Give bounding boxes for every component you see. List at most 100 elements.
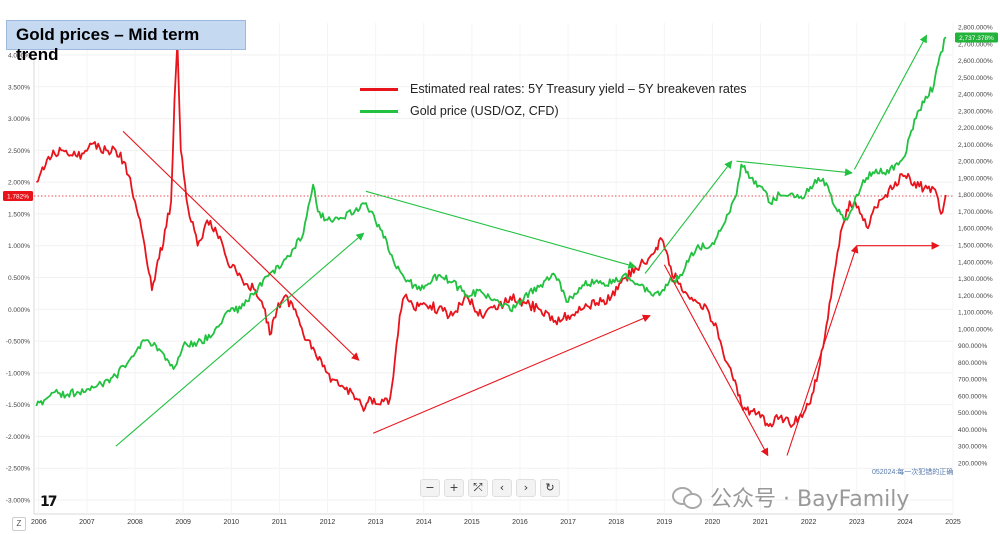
x-tick-label: 2020 — [705, 519, 721, 526]
x-tick-label: 2024 — [897, 519, 913, 526]
chart-title: Gold prices – Mid term trend — [16, 25, 200, 64]
series-line-gold — [35, 36, 947, 407]
right-tick-label: 1,000.000% — [958, 326, 993, 333]
legend-label: Gold price (USD/OZ, CFD) — [410, 104, 559, 118]
right-current-badge — [955, 32, 998, 43]
x-tick-label: 2025 — [945, 519, 961, 526]
x-tick-label: 2016 — [512, 519, 528, 526]
x-tick-label: 2009 — [175, 519, 191, 526]
series-lines — [35, 36, 947, 428]
x-tick-label: 2010 — [223, 519, 239, 526]
right-tick-label: 1,100.000% — [958, 310, 993, 317]
x-tick-label: 2006 — [31, 519, 47, 526]
right-tick-label: 1,900.000% — [958, 175, 993, 182]
legend: Estimated real rates: 5Y Treasury yield … — [360, 78, 747, 122]
x-tick-label: 2018 — [608, 519, 624, 526]
left-tick-label: -1.500% — [6, 402, 30, 409]
right-tick-label: 900.000% — [958, 343, 987, 350]
chart-toolbar: − + ⤱ ‹ › ↻ — [420, 479, 560, 497]
right-tick-label: 1,500.000% — [958, 243, 993, 250]
x-tick-label: 2007 — [79, 519, 95, 526]
left-tick-label: -3.000% — [6, 498, 30, 505]
right-tick-label: 2,100.000% — [958, 142, 993, 149]
current-value-badges: 1.782% 2,737.378% — [3, 32, 998, 202]
x-tick-label: 2023 — [849, 519, 865, 526]
legend-swatch-green — [360, 109, 398, 113]
left-tick-label: 4.000% — [8, 53, 30, 60]
trend-arrow-red — [786, 244, 859, 456]
legend-entry-gold: Gold price (USD/OZ, CFD) — [360, 100, 747, 122]
left-tick-label: 2.500% — [8, 148, 30, 155]
right-tick-label: 1,200.000% — [958, 293, 993, 300]
x-tick-label: 2021 — [753, 519, 769, 526]
trend-arrow-green — [736, 160, 853, 177]
left-tick-label: 3.000% — [8, 116, 30, 123]
right-tick-label: 1,400.000% — [958, 259, 993, 266]
title-box: Gold prices – Mid term trend — [6, 20, 246, 64]
left-tick-label: 2.000% — [8, 180, 30, 187]
scroll-back-button[interactable]: ‹ — [492, 479, 512, 497]
zoom-out-button[interactable]: − — [420, 479, 440, 497]
x-tick-label: 2013 — [368, 519, 384, 526]
series-line-real-rates — [36, 41, 947, 428]
left-tick-label: 1.000% — [8, 243, 30, 250]
x-tick-label: 2011 — [272, 519, 287, 526]
right-tick-label: 2,500.000% — [958, 75, 993, 82]
left-tick-label: -2.500% — [6, 466, 30, 473]
left-axis: 4.000% 3.500% 3.000% 2.500% 2.000% 1.500% 1.00… — [6, 53, 30, 505]
x-tick-label: 2019 — [657, 519, 673, 526]
legend-swatch-red — [360, 87, 398, 91]
wechat-icon — [672, 485, 702, 509]
watermark: 公众号 · BayFamily — [672, 481, 909, 513]
right-tick-label: 2,000.000% — [958, 159, 993, 166]
grid-lines — [33, 23, 954, 515]
left-current-badge — [3, 191, 33, 202]
trend-arrow-red — [663, 264, 769, 457]
trend-arrow-red — [122, 130, 360, 361]
x-axis: 2006 2007 2008 2009 2010 2011 2012 2013 2014 2015… — [31, 519, 961, 526]
right-tick-label: 400.000% — [958, 427, 987, 434]
trend-arrow-green — [365, 190, 637, 269]
tradingview-logo: 17 — [40, 494, 58, 510]
left-tick-label: 1.500% — [8, 211, 30, 218]
zoom-axis-button[interactable]: Z — [12, 517, 26, 531]
right-tick-label: 1,300.000% — [958, 276, 993, 283]
right-tick-label: 2,200.000% — [958, 125, 993, 132]
left-tick-label: 0.500% — [8, 275, 30, 282]
left-current-label: 1.782% — [7, 194, 29, 201]
bottom-note: 052024:每一次犯错的正确 — [872, 469, 954, 476]
x-tick-label: 2008 — [127, 519, 143, 526]
right-tick-label: 800.000% — [958, 360, 987, 367]
x-tick-label: 2012 — [320, 519, 336, 526]
trend-arrow-green — [644, 160, 733, 274]
right-tick-label: 1,800.000% — [958, 192, 993, 199]
x-tick-label: 2017 — [560, 519, 576, 526]
right-tick-label: 2,700.000% — [958, 41, 993, 48]
left-tick-label: -2.000% — [6, 434, 30, 441]
right-tick-label: 2,400.000% — [958, 92, 993, 99]
left-tick-label: -1.000% — [6, 370, 30, 377]
reset-button[interactable]: ↻ — [540, 479, 560, 497]
right-current-label: 2,737.378% — [959, 35, 994, 42]
left-tick-label: 0.000% — [8, 307, 30, 314]
trend-arrow-red — [372, 314, 651, 434]
legend-label: Estimated real rates: 5Y Treasury yield … — [410, 82, 747, 96]
x-tick-label: 2022 — [801, 519, 817, 526]
right-tick-label: 1,600.000% — [958, 226, 993, 233]
trend-arrow-green — [115, 232, 365, 447]
legend-entry-real-rates: Estimated real rates: 5Y Treasury yield … — [360, 78, 747, 100]
right-tick-label: 1,700.000% — [958, 209, 993, 216]
right-tick-label: 700.000% — [958, 377, 987, 384]
zoom-in-button[interactable]: + — [444, 479, 464, 497]
crosshair-button[interactable]: ⤱ — [468, 479, 488, 497]
x-tick-label: 2014 — [416, 519, 432, 526]
right-tick-label: 300.000% — [958, 444, 987, 451]
right-tick-label: 500.000% — [958, 410, 987, 417]
trend-arrows — [115, 34, 940, 457]
right-tick-label: 200.000% — [958, 461, 987, 468]
trend-arrow-green — [853, 34, 928, 170]
scroll-forward-button[interactable]: › — [516, 479, 536, 497]
watermark-text: 公众号 · BayFamily — [710, 487, 910, 512]
right-tick-label: 600.000% — [958, 393, 987, 400]
